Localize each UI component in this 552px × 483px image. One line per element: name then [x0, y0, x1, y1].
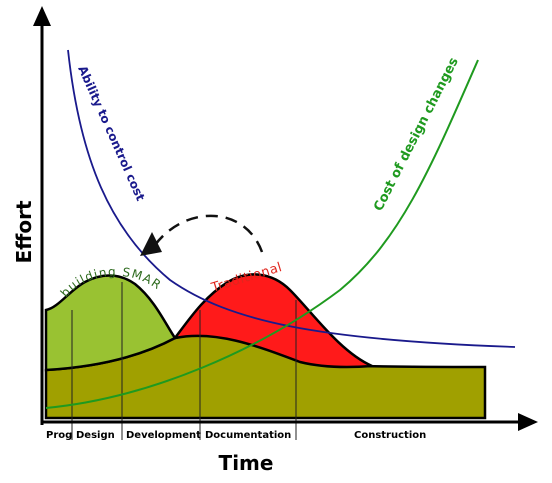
phase-label-documentation: Documentation [205, 430, 291, 441]
shift-arrow-head [140, 232, 162, 256]
bim-effort-area [44, 274, 177, 372]
cost-of-design-changes-curve [45, 59, 479, 409]
phase-label-development: Development [126, 430, 201, 441]
traditional-effort-area [172, 273, 373, 369]
ability-to-control-cost-curve [67, 49, 516, 348]
phase-dividers [71, 282, 297, 440]
x-axis [42, 413, 538, 431]
phase-label-design: Design [76, 430, 115, 441]
ability-curve-label: Ability to control cost [75, 64, 147, 204]
shift-arrow [154, 214, 264, 253]
y-axis [33, 6, 51, 425]
x-axis-label: Time [219, 451, 274, 475]
y-axis-label: Effort [12, 200, 36, 263]
phase-label-construction: Construction [354, 430, 426, 441]
phase-labels: Prog Design Development Documentation Co… [46, 430, 426, 441]
phase-label-prog: Prog [46, 430, 72, 441]
